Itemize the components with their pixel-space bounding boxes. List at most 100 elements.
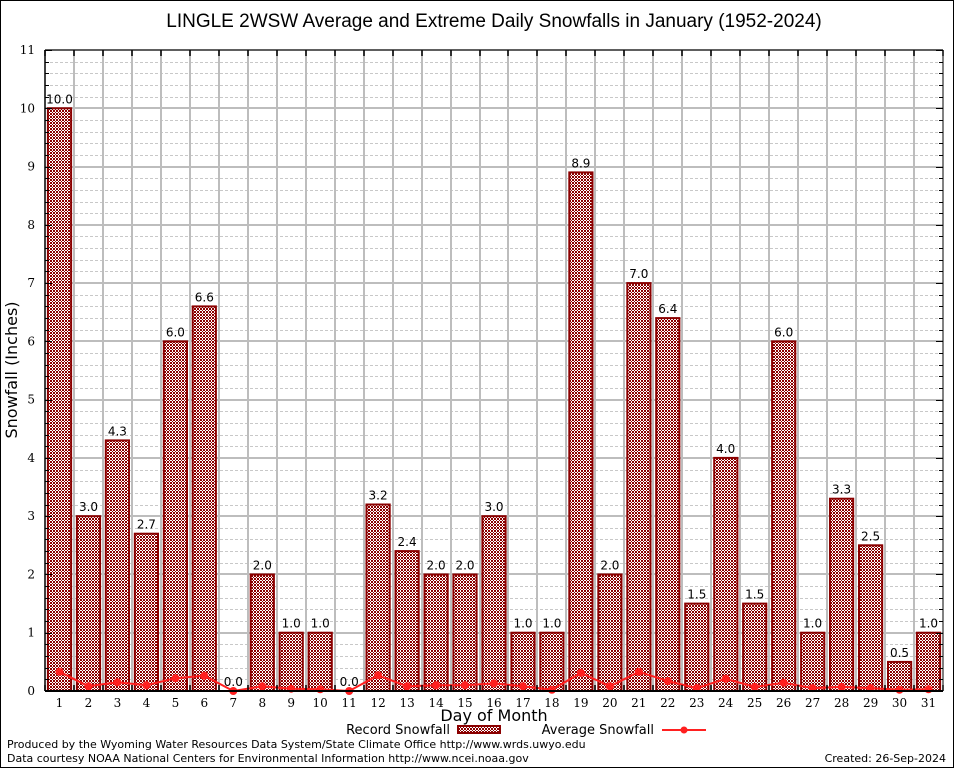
axes <box>44 49 944 692</box>
bar-labels: 10.0 3.0 4.3 2.7 6.0 6.6 0.0 2.0 1.0 1.0 0.0 3.2 2.4… <box>46 92 938 689</box>
x-tick-label-11: 11 <box>342 696 357 710</box>
bar-label-day-22: 6.4 <box>658 302 677 316</box>
average-point-day-31 <box>924 685 933 694</box>
bar-day-10 <box>307 631 333 693</box>
x-tick-label-7: 7 <box>229 696 237 710</box>
x-tick-label-18: 18 <box>544 696 559 710</box>
average-point-day-8 <box>258 682 267 691</box>
bar-label-day-10: 1.0 <box>311 617 330 631</box>
y-axis-label: Snowfall (Inches) <box>2 301 21 438</box>
bar-label-day-4: 2.7 <box>137 518 156 532</box>
bar-label-day-2: 3.0 <box>79 500 98 514</box>
y-tick-label-8: 8 <box>27 218 35 232</box>
y-tick-label-11: 11 <box>20 43 35 57</box>
bar-day-13 <box>394 550 420 692</box>
y-tick-label-10: 10 <box>20 101 35 115</box>
average-point-day-14 <box>432 681 441 690</box>
bar-day-4 <box>133 532 160 693</box>
bar-day-6 <box>191 305 217 692</box>
bars <box>46 107 942 693</box>
bar-label-day-1: 10.0 <box>46 92 73 106</box>
x-tick-label-1: 1 <box>56 696 64 710</box>
x-tick-label-26: 26 <box>776 696 791 710</box>
average-point-day-28 <box>837 682 846 691</box>
bar-label-day-14: 2.0 <box>427 559 446 573</box>
bar-label-day-3: 4.3 <box>108 424 127 438</box>
average-point-day-18 <box>547 685 556 694</box>
x-tick-label-2: 2 <box>85 696 93 710</box>
bar-label-day-17: 1.0 <box>513 617 532 631</box>
x-tick-label-22: 22 <box>660 696 675 710</box>
bar-day-2 <box>75 515 102 693</box>
bar-label-day-7: 0.0 <box>224 675 243 689</box>
x-tick-label-27: 27 <box>805 696 820 710</box>
bar-day-17 <box>510 631 536 693</box>
x-tick-label-12: 12 <box>370 696 385 710</box>
x-tick-label-28: 28 <box>834 696 849 710</box>
bar-label-day-26: 6.0 <box>774 325 793 339</box>
bar-day-23 <box>684 602 710 692</box>
bar-label-day-6: 6.6 <box>195 290 214 304</box>
bar-label-day-30: 0.5 <box>890 646 909 660</box>
bar-label-day-29: 2.5 <box>861 529 880 543</box>
bar-day-22 <box>655 317 681 692</box>
bar-day-29 <box>858 544 884 692</box>
average-point-day-3 <box>113 678 122 687</box>
bar-label-day-15: 2.0 <box>455 559 474 573</box>
x-tick-label-5: 5 <box>172 696 180 710</box>
bar-label-day-5: 6.0 <box>166 325 185 339</box>
footer-data-courtesy: Data courtesy NOAA National Centers for … <box>7 752 529 765</box>
bar-label-day-9: 1.0 <box>282 617 301 631</box>
y-tick-label-0: 0 <box>27 684 35 698</box>
average-point-day-20 <box>605 682 614 691</box>
x-tick-label-19: 19 <box>573 696 588 710</box>
x-tick-label-20: 20 <box>602 696 617 710</box>
x-tick-label-16: 16 <box>486 696 501 710</box>
bar-label-day-27: 1.0 <box>803 617 822 631</box>
bar-day-16 <box>481 515 507 693</box>
x-tick-label-23: 23 <box>689 696 704 710</box>
bar-day-24 <box>713 456 739 692</box>
bar-label-day-12: 3.2 <box>369 489 388 503</box>
footer-produced-by: Produced by the Wyoming Water Resources … <box>7 738 586 751</box>
average-point-day-17 <box>519 682 527 691</box>
average-point-day-26 <box>779 678 788 687</box>
bar-label-day-25: 1.5 <box>745 588 764 602</box>
y-tick-label-5: 5 <box>27 393 35 407</box>
bar-day-21 <box>626 282 652 692</box>
average-point-day-12 <box>374 671 383 680</box>
average-point-day-22 <box>663 677 672 686</box>
average-point-day-13 <box>403 682 412 691</box>
bar-day-9 <box>278 631 304 693</box>
y-tick-label-1: 1 <box>27 626 35 640</box>
footer-created: Created: 26-Sep-2024 <box>825 752 946 765</box>
average-point-day-2 <box>84 682 93 691</box>
x-tick-label-15: 15 <box>457 696 472 710</box>
average-point-day-6 <box>200 671 209 680</box>
x-tick-label-24: 24 <box>718 696 734 710</box>
legend: Record Snowfall Average Snowfall <box>346 723 706 738</box>
average-point-day-4 <box>142 681 151 690</box>
bar-day-25 <box>742 602 768 692</box>
x-tick-label-8: 8 <box>258 696 266 710</box>
bar-label-day-20: 2.0 <box>600 559 619 573</box>
chart-title: LINGLE 2WSW Average and Extreme Daily Sn… <box>166 11 821 32</box>
x-tick-label-25: 25 <box>747 696 762 710</box>
bar-label-day-11: 0.0 <box>340 675 359 689</box>
average-point-day-15 <box>461 681 469 690</box>
bar-label-day-31: 1.0 <box>919 617 938 631</box>
average-point-day-5 <box>171 674 180 683</box>
bar-day-15 <box>452 573 478 692</box>
bar-day-26 <box>771 340 797 692</box>
bar-label-day-18: 1.0 <box>542 617 561 631</box>
legend-record-label: Record Snowfall <box>346 723 450 738</box>
y-tick-label-3: 3 <box>27 509 35 523</box>
average-point-day-16 <box>490 679 498 688</box>
x-tick-label-10: 10 <box>313 696 328 710</box>
bar-label-day-28: 3.3 <box>832 483 851 497</box>
bar-day-31 <box>915 631 942 693</box>
average-point-day-10 <box>316 685 325 694</box>
average-point-day-21 <box>634 667 643 676</box>
bar-day-5 <box>162 340 189 692</box>
